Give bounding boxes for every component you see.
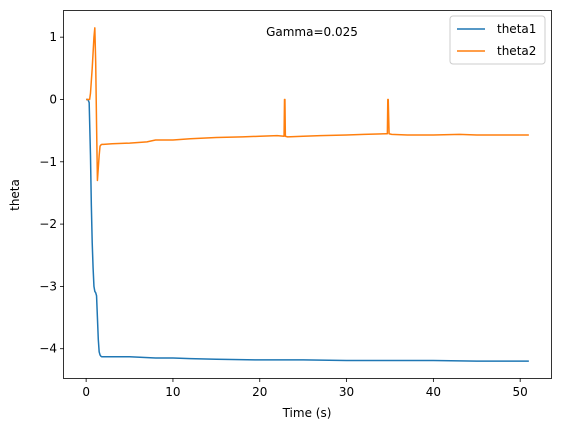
- x-tick-label: 20: [252, 385, 267, 399]
- y-tick-label: −2: [39, 217, 57, 231]
- series-line-theta1: [86, 98, 529, 362]
- legend-label-theta1: theta1: [497, 22, 536, 36]
- x-tick-label: 40: [426, 385, 441, 399]
- legend-box: [449, 15, 546, 65]
- y-axis-label: theta: [8, 179, 22, 211]
- y-tick-label: 1: [49, 30, 57, 44]
- y-tick-label: −1: [39, 155, 57, 169]
- x-tick-label: 0: [82, 385, 90, 399]
- x-tick-label: 50: [513, 385, 528, 399]
- series-layer: [86, 27, 529, 362]
- legend-label-theta2: theta2: [497, 44, 536, 58]
- x-axis-label: Time (s): [282, 406, 332, 420]
- x-tick-label: 30: [339, 385, 354, 399]
- x-tick-label: 10: [165, 385, 180, 399]
- annotation-gamma: Gamma=0.025: [266, 25, 358, 39]
- plot-frame: [63, 10, 552, 379]
- y-tick-label: −3: [39, 279, 57, 293]
- legend: theta1 theta2: [449, 15, 546, 65]
- series-line-theta2: [86, 27, 529, 182]
- y-tick-label: 0: [49, 92, 57, 106]
- y-tick-label: −4: [39, 342, 57, 356]
